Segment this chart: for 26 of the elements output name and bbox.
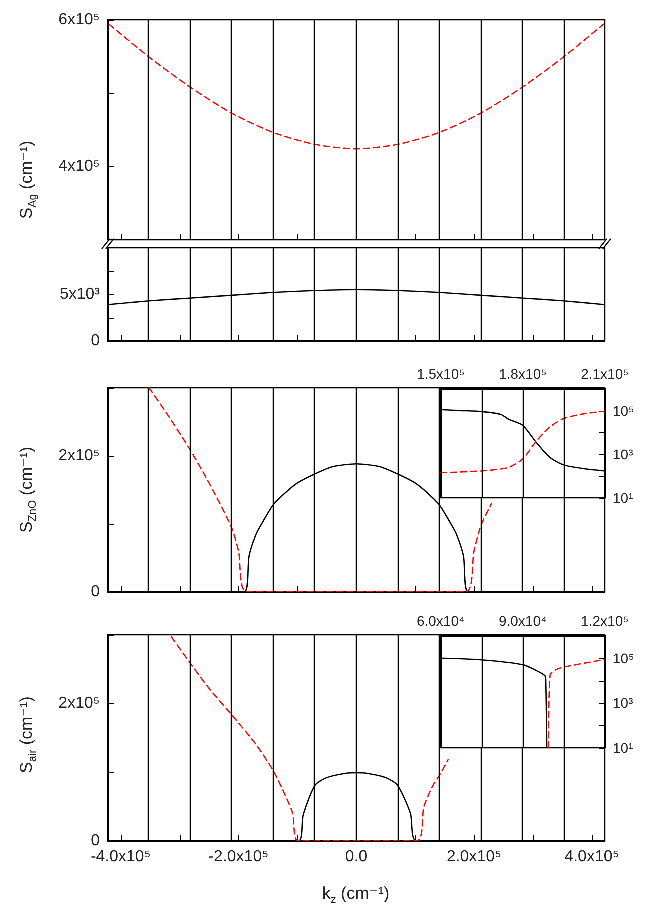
y-tick-label: 2x10⁵ bbox=[58, 448, 100, 464]
y-tick-label: 10⁵ bbox=[613, 402, 634, 419]
x-tick-label: 1.5x10⁵ bbox=[417, 366, 465, 382]
y-tick-label: 0 bbox=[91, 584, 100, 600]
y-tick-label: 4x10⁵ bbox=[58, 158, 100, 176]
y-tick-label: 10¹ bbox=[613, 740, 634, 756]
y-tick-label: 10³ bbox=[613, 695, 634, 712]
y-tick-label: 0 bbox=[91, 832, 100, 850]
x-tick-label: 9.0x10⁴ bbox=[498, 613, 548, 629]
x-tick-label: 6.0x10⁴ bbox=[416, 613, 466, 629]
x-tick-label: 1.2x10⁵ bbox=[581, 613, 629, 629]
y-tick-label: 10⁵ bbox=[613, 650, 634, 666]
y-tick-label: 10³ bbox=[613, 446, 634, 462]
x-tick-label: 0.0 bbox=[345, 848, 368, 866]
x-tick-label: -2.0x10⁵ bbox=[208, 848, 269, 866]
x-tick-label: 2.1x10⁵ bbox=[581, 366, 629, 382]
y-tick-label: 2x10⁵ bbox=[58, 695, 100, 712]
x-tick-label: 4.0x10⁵ bbox=[564, 848, 620, 866]
x-tick-label: -4.0x10⁵ bbox=[90, 848, 151, 866]
y-tick-label: 10¹ bbox=[613, 490, 634, 506]
y-tick-label: 5x10³ bbox=[60, 286, 101, 303]
x-tick-label: 1.8x10⁵ bbox=[499, 366, 547, 382]
y-tick-label: 0 bbox=[91, 332, 100, 350]
x-axis-title: k$_{z}$ (cm⁻¹) bbox=[322, 884, 390, 906]
y-tick-label: 6x10⁵ bbox=[58, 12, 100, 28]
x-tick-label: 2.0x10⁵ bbox=[446, 848, 502, 866]
